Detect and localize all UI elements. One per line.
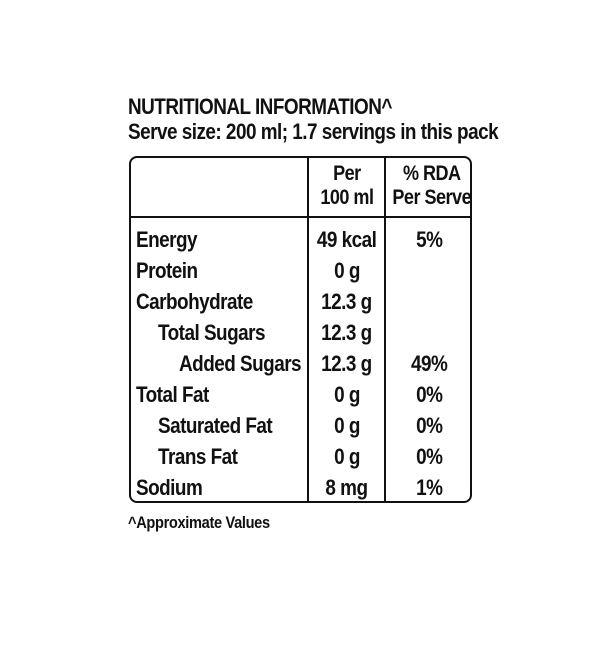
nutrient-rows: Energy 49 kcal 5% Protein 0 g Carbohydra… <box>131 224 470 501</box>
nutrient-name: Total Fat <box>136 382 209 407</box>
nutrient-rda <box>386 286 470 317</box>
table-row: Energy 49 kcal 5% <box>131 224 470 255</box>
table-row: Sodium 8 mg 1% <box>131 472 470 501</box>
nutrient-name: Carbohydrate <box>136 289 253 314</box>
nutrient-rda: 5% <box>415 227 443 252</box>
nutrient-per-100ml: 0 g <box>333 382 360 407</box>
nutrient-rda: 49% <box>410 351 448 376</box>
footnote: ^Approximate Values <box>128 513 270 532</box>
column-divider <box>307 158 309 501</box>
nutrient-rda: 1% <box>415 475 443 500</box>
header-per-line1: Per <box>332 162 361 185</box>
header-per-line2: 100 ml <box>319 186 374 209</box>
nutrient-name: Total Sugars <box>158 320 266 345</box>
nutrient-name: Protein <box>136 258 198 283</box>
nutrient-name: Saturated Fat <box>158 413 273 438</box>
nutrient-name: Added Sugars <box>179 351 302 376</box>
nutrient-name: Energy <box>136 227 198 252</box>
table-row: Saturated Fat 0 g 0% <box>131 410 470 441</box>
nutrition-table: Per 100 ml % RDA Per Serve Energy 49 kca… <box>129 156 472 503</box>
nutrient-per-100ml: 12.3 g <box>321 351 372 376</box>
header-per-100ml: Per 100 ml <box>309 162 384 210</box>
nutrient-rda: 0% <box>415 413 443 438</box>
nutrient-per-100ml: 8 mg <box>325 475 368 500</box>
nutrient-per-100ml: 49 kcal <box>316 227 377 252</box>
serve-size: Serve size: 200 ml; 1.7 servings in this… <box>128 119 499 144</box>
nutrient-per-100ml: 0 g <box>333 258 360 283</box>
nutrient-name: Sodium <box>136 475 203 500</box>
table-row: Total Sugars 12.3 g <box>131 317 470 348</box>
table-row: Carbohydrate 12.3 g <box>131 286 470 317</box>
table-row: Trans Fat 0 g 0% <box>131 441 470 472</box>
nutrient-per-100ml: 12.3 g <box>321 289 372 314</box>
column-divider <box>384 158 386 501</box>
nutrient-rda: 0% <box>415 444 443 469</box>
nutrient-per-100ml: 0 g <box>333 413 360 438</box>
nutrient-rda <box>386 255 470 286</box>
nutrient-per-100ml: 12.3 g <box>321 320 372 345</box>
nutrient-name: Trans Fat <box>158 444 238 469</box>
table-row: Total Fat 0 g 0% <box>131 379 470 410</box>
header-rda-line1: % RDA <box>402 162 461 185</box>
nutrient-rda: 0% <box>415 382 443 407</box>
header-rda-per-serve: % RDA Per Serve <box>386 162 472 210</box>
nutrition-label-header: NUTRITIONAL INFORMATION^ Serve size: 200… <box>128 94 499 144</box>
header-divider <box>131 216 470 218</box>
nutrient-rda <box>386 317 470 348</box>
table-row: Protein 0 g <box>131 255 470 286</box>
table-row: Added Sugars 12.3 g 49% <box>131 348 470 379</box>
label-title: NUTRITIONAL INFORMATION^ <box>128 94 392 119</box>
nutrient-per-100ml: 0 g <box>333 444 360 469</box>
header-rda-line2: Per Serve <box>392 186 472 209</box>
